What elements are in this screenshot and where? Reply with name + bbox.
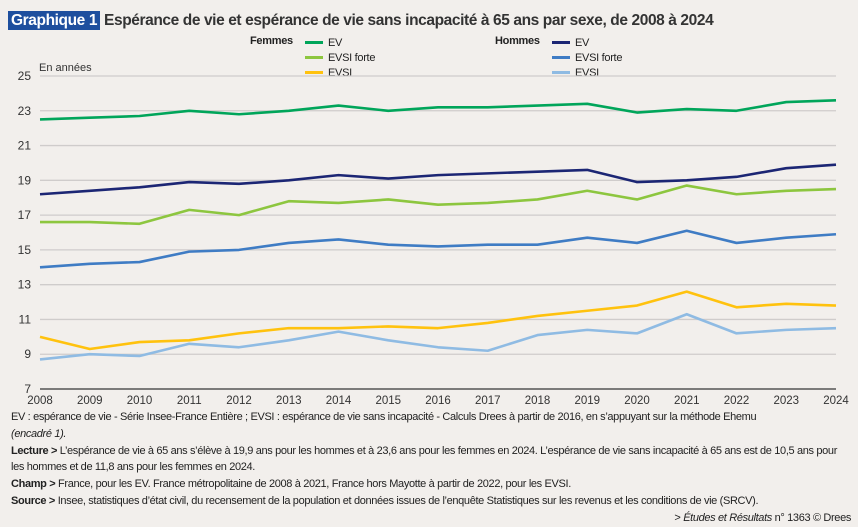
- champ-label: Champ >: [11, 478, 56, 491]
- credit: > Études et Résultats n° 1363 © Drees: [11, 510, 851, 527]
- x-tick-label: 2021: [674, 395, 700, 407]
- chart-title: Graphique 1 Espérance de vie et espérance…: [8, 11, 714, 30]
- y-tick-label: 23: [18, 104, 32, 118]
- x-tick-label: 2014: [326, 395, 352, 407]
- x-tick-label: 2008: [27, 395, 53, 407]
- series-line: [39, 290, 837, 351]
- legend-swatch: [552, 56, 570, 59]
- y-tick-label: 21: [18, 139, 32, 153]
- x-tick-label: 2012: [226, 395, 252, 407]
- x-tick-label: 2020: [624, 395, 650, 407]
- x-tick-label: 2023: [773, 395, 799, 407]
- legend-label: EV: [575, 36, 590, 49]
- y-tick-label: 19: [18, 173, 32, 187]
- legend-swatch: [552, 71, 570, 74]
- legend-label: EVSI forte: [575, 51, 623, 64]
- x-tick-label: 2022: [724, 395, 750, 407]
- credit-publication: Études et Résultats: [683, 511, 772, 524]
- legend-item: EVSI forte: [552, 50, 622, 65]
- x-tick-label: 2011: [177, 395, 202, 407]
- series-line: [39, 312, 837, 361]
- x-tick-label: 2010: [127, 395, 153, 407]
- title-text: Espérance de vie et espérance de vie san…: [104, 12, 714, 29]
- legend-label: EV: [328, 36, 343, 49]
- y-tick-label: 15: [18, 243, 32, 257]
- x-tick-label: 2009: [77, 395, 103, 407]
- series-line: [40, 184, 837, 226]
- y-axis-unit: En années: [39, 62, 92, 74]
- series-line: [39, 99, 837, 121]
- note-source: Source > Insee, statistiques d’état civi…: [11, 493, 851, 510]
- x-tick-label: 2013: [276, 395, 302, 407]
- y-tick-label: 9: [24, 347, 31, 361]
- note-lecture: Lecture > L’espérance de vie à 65 ans s’…: [11, 443, 851, 477]
- y-tick-label: 25: [18, 69, 32, 83]
- line-chart: 7 9 11 13 15 17 19 21 23 25 2008 2009 2010 2011 2012 20…: [18, 69, 850, 407]
- x-tick-label: 2019: [574, 395, 600, 407]
- source-text: Insee, statistiques d’état civil, du rec…: [54, 494, 759, 507]
- y-tick-label: 13: [18, 278, 32, 292]
- credit-prefix: >: [674, 511, 684, 524]
- legend-group-femmes: Femmes: [250, 35, 293, 47]
- y-tick-label: 11: [19, 312, 32, 326]
- legend-swatch: [305, 56, 323, 59]
- note-champ: Champ > France, pour les EV. France métr…: [11, 476, 851, 493]
- series-line: [39, 163, 837, 196]
- source-label: Source >: [11, 494, 55, 507]
- definitions-text: EV : espérance de vie - Série Insee-Fran…: [11, 411, 757, 423]
- definitions-ref: (encadré 1).: [11, 427, 67, 440]
- lecture-text: L’espérance de vie à 65 ans s’élève à 19…: [11, 444, 838, 474]
- series-line: [39, 229, 837, 269]
- legend-label: EVSI forte: [328, 51, 376, 64]
- x-tick-label: 2018: [525, 395, 551, 407]
- legend-swatch: [305, 71, 323, 74]
- legend-group-hommes: Hommes: [495, 35, 540, 47]
- x-tick-label: 2016: [425, 395, 451, 407]
- figure-badge: Graphique 1: [8, 11, 101, 30]
- x-tick-label: 2015: [375, 395, 401, 407]
- lecture-label: Lecture >: [11, 444, 58, 457]
- y-tick-label: 17: [18, 208, 32, 222]
- legend-item: EV: [305, 35, 375, 50]
- notes: EV : espérance de vie - Série Insee-Fran…: [11, 409, 851, 527]
- legend-swatch: [305, 41, 323, 44]
- note-definitions: EV : espérance de vie - Série Insee-Fran…: [11, 409, 851, 443]
- y-tick-label: 7: [24, 382, 31, 396]
- legend-swatch: [552, 41, 570, 44]
- x-tick-label: 2017: [475, 395, 501, 407]
- legend-item: EVSI forte: [305, 50, 375, 65]
- champ-text: France, pour les EV. France métropolitai…: [55, 478, 571, 491]
- credit-rest: n° 1363 © Drees: [771, 511, 852, 524]
- legend-item: EV: [552, 35, 622, 50]
- x-tick-label: 2024: [823, 395, 849, 407]
